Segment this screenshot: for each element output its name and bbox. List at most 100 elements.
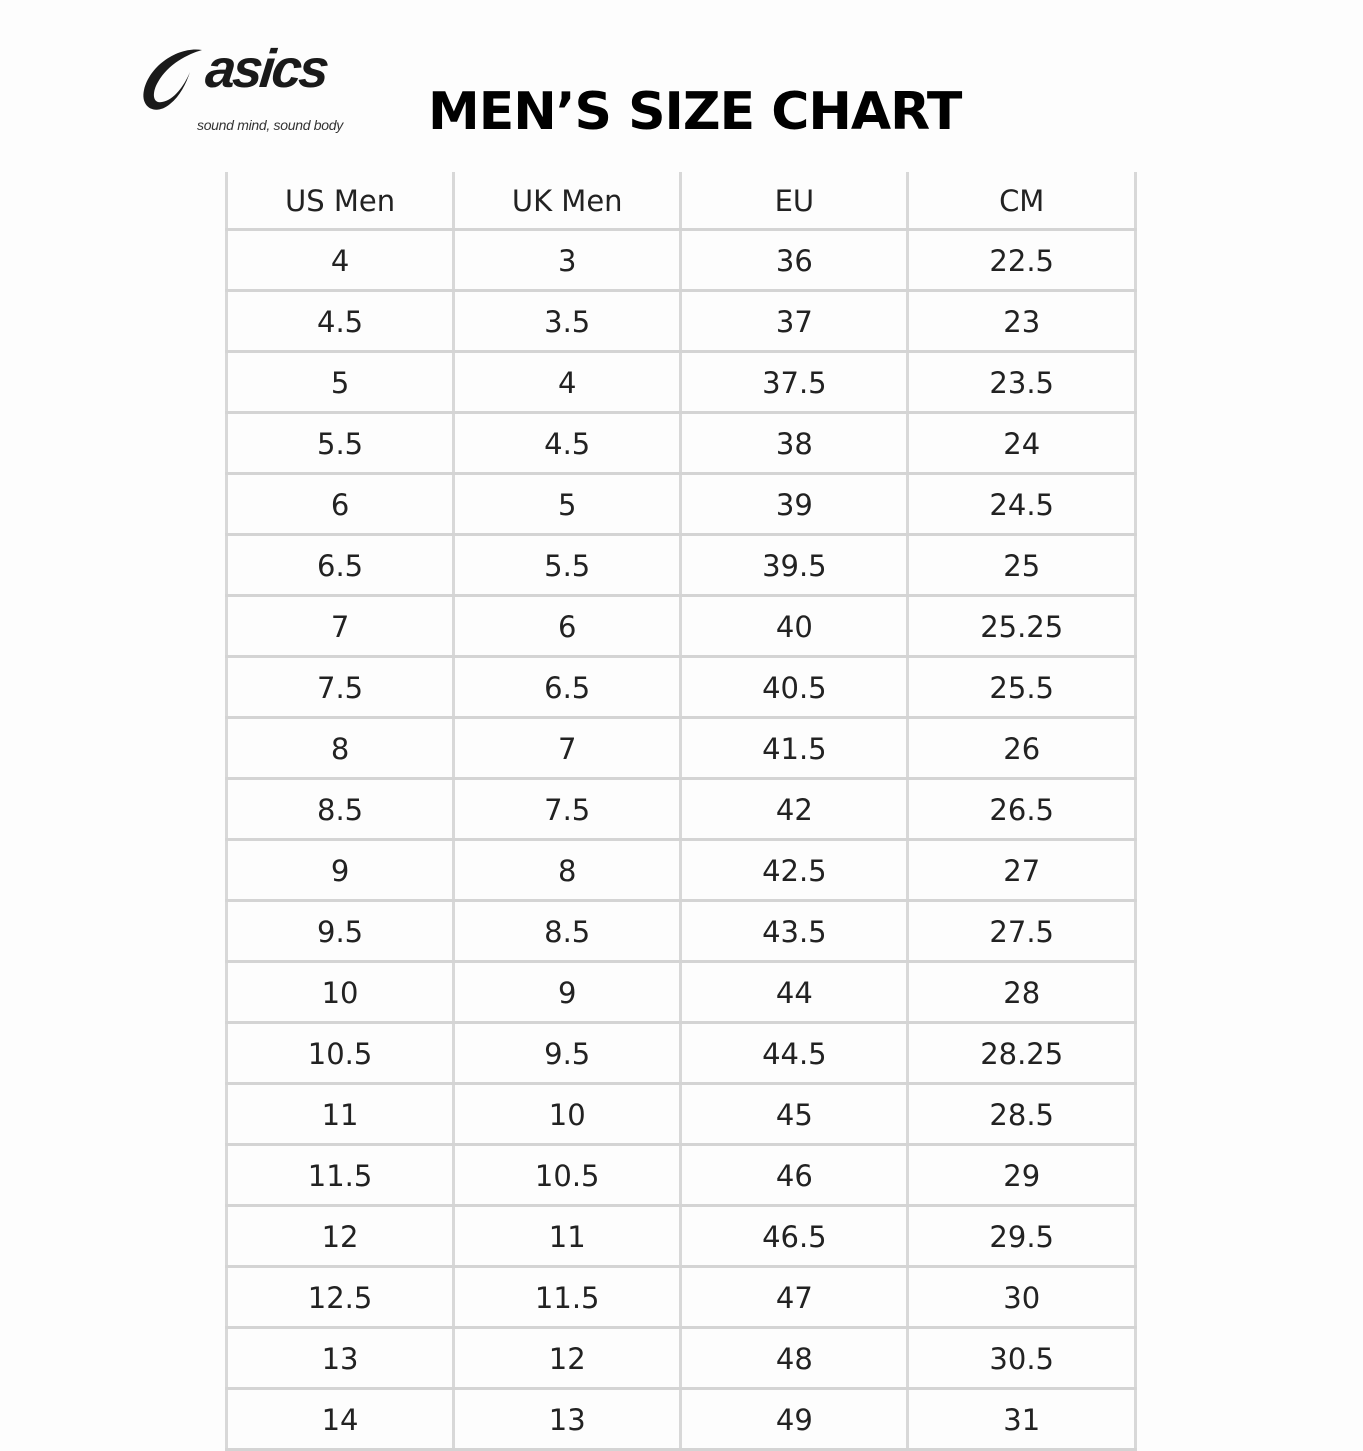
table-cell: 11.5 xyxy=(452,1266,683,1329)
table-row: 11.5 10.5 46 29 xyxy=(224,1144,1137,1207)
table-row: 9 8 42.5 27 xyxy=(224,839,1137,902)
table-cell: 11.5 xyxy=(224,1144,456,1207)
table-cell: 11 xyxy=(224,1083,456,1146)
table-cell: 39.5 xyxy=(679,534,910,597)
table-cell: 4.5 xyxy=(224,290,456,353)
table-cell: 25.25 xyxy=(906,595,1137,658)
table-cell: 10 xyxy=(224,961,456,1024)
table-cell: 10.5 xyxy=(224,1022,456,1085)
table-cell: 29.5 xyxy=(906,1205,1137,1268)
column-header: EU xyxy=(679,172,910,231)
column-header: UK Men xyxy=(452,172,683,231)
table-cell: 9.5 xyxy=(224,900,456,963)
tagline: sound mind, sound body xyxy=(197,117,343,133)
table-cell: 14 xyxy=(224,1388,456,1451)
page-title: MEN’S SIZE CHART xyxy=(428,82,962,142)
table-cell: 41.5 xyxy=(679,717,910,780)
table-cell: 42 xyxy=(679,778,910,841)
table-cell: 6 xyxy=(452,595,683,658)
table-row: 4 3 36 22.5 xyxy=(224,229,1137,292)
table-row: 14 13 49 31 xyxy=(224,1388,1137,1451)
table-cell: 40.5 xyxy=(679,656,910,719)
table-cell: 5.5 xyxy=(452,534,683,597)
table-cell: 46.5 xyxy=(679,1205,910,1268)
table-cell: 6.5 xyxy=(224,534,456,597)
table-cell: 39 xyxy=(679,473,910,536)
table-cell: 36 xyxy=(679,229,910,292)
table-cell: 24 xyxy=(906,412,1137,475)
table-cell: 9.5 xyxy=(452,1022,683,1085)
table-row: 10.5 9.5 44.5 28.25 xyxy=(224,1022,1137,1085)
table-row: 8.5 7.5 42 26.5 xyxy=(224,778,1137,841)
table-cell: 6 xyxy=(224,473,456,536)
table-cell: 8 xyxy=(224,717,456,780)
table-row: 11 10 45 28.5 xyxy=(224,1083,1137,1146)
table-cell: 25 xyxy=(906,534,1137,597)
table-cell: 37 xyxy=(679,290,910,353)
table-row: 4.5 3.5 37 23 xyxy=(224,290,1137,353)
table-cell: 7.5 xyxy=(224,656,456,719)
table-cell: 12.5 xyxy=(224,1266,456,1329)
table-cell: 11 xyxy=(452,1205,683,1268)
table-cell: 26 xyxy=(906,717,1137,780)
table-cell: 40 xyxy=(679,595,910,658)
header-row: US Men UK Men EU CM xyxy=(224,172,1137,231)
table-cell: 8.5 xyxy=(224,778,456,841)
table-cell: 25.5 xyxy=(906,656,1137,719)
table-cell: 43.5 xyxy=(679,900,910,963)
table-row: 6 5 39 24.5 xyxy=(224,473,1137,536)
table-cell: 12 xyxy=(224,1205,456,1268)
asics-spiral-icon xyxy=(143,49,202,110)
table-cell: 13 xyxy=(224,1327,456,1390)
table-cell: 7 xyxy=(224,595,456,658)
size-chart-table: US Men UK Men EU CM 4 3 36 22.5 4.5 3.5 37 23 5 4 37.… xyxy=(224,172,1137,1451)
table-cell: 30.5 xyxy=(906,1327,1137,1390)
table-cell: 13 xyxy=(452,1388,683,1451)
table-row: 7 6 40 25.25 xyxy=(224,595,1137,658)
table-cell: 28.25 xyxy=(906,1022,1137,1085)
table-cell: 3.5 xyxy=(452,290,683,353)
table-row: 5.5 4.5 38 24 xyxy=(224,412,1137,475)
table-row: 12.5 11.5 47 30 xyxy=(224,1266,1137,1329)
table-cell: 7 xyxy=(452,717,683,780)
table-cell: 29 xyxy=(906,1144,1137,1207)
table-cell: 44 xyxy=(679,961,910,1024)
table-row: 10 9 44 28 xyxy=(224,961,1137,1024)
table-cell: 9 xyxy=(224,839,456,902)
table-cell: 48 xyxy=(679,1327,910,1390)
table-cell: 5 xyxy=(452,473,683,536)
table-cell: 8.5 xyxy=(452,900,683,963)
table-cell: 49 xyxy=(679,1388,910,1451)
table-cell: 10 xyxy=(452,1083,683,1146)
table-cell: 5 xyxy=(224,351,456,414)
table-cell: 23.5 xyxy=(906,351,1137,414)
table-cell: 24.5 xyxy=(906,473,1137,536)
table-cell: 6.5 xyxy=(452,656,683,719)
table-cell: 28 xyxy=(906,961,1137,1024)
table-cell: 5.5 xyxy=(224,412,456,475)
table-row: 13 12 48 30.5 xyxy=(224,1327,1137,1390)
table-cell: 38 xyxy=(679,412,910,475)
table-cell: 31 xyxy=(906,1388,1137,1451)
table-cell: 26.5 xyxy=(906,778,1137,841)
table-cell: 45 xyxy=(679,1083,910,1146)
table-cell: 47 xyxy=(679,1266,910,1329)
table-cell: 4.5 xyxy=(452,412,683,475)
table-cell: 12 xyxy=(452,1327,683,1390)
table-row: 5 4 37.5 23.5 xyxy=(224,351,1137,414)
table-cell: 8 xyxy=(452,839,683,902)
brand-name: asics xyxy=(202,39,330,99)
table-row: 8 7 41.5 26 xyxy=(224,717,1137,780)
table-cell: 3 xyxy=(452,229,683,292)
table-cell: 42.5 xyxy=(679,839,910,902)
table-cell: 27 xyxy=(906,839,1137,902)
table-cell: 46 xyxy=(679,1144,910,1207)
table-row: 6.5 5.5 39.5 25 xyxy=(224,534,1137,597)
table-cell: 4 xyxy=(224,229,456,292)
table-row: 9.5 8.5 43.5 27.5 xyxy=(224,900,1137,963)
table-cell: 28.5 xyxy=(906,1083,1137,1146)
table-cell: 10.5 xyxy=(452,1144,683,1207)
table-cell: 23 xyxy=(906,290,1137,353)
column-header: CM xyxy=(906,172,1137,231)
asics-logo: asics sound mind, sound body xyxy=(140,39,380,139)
